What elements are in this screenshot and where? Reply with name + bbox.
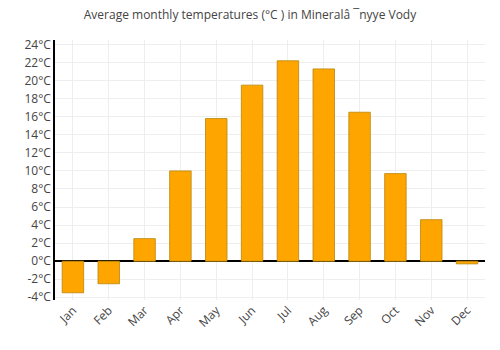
- svg-text:20°C: 20°C: [24, 72, 51, 89]
- svg-text:Nov: Nov: [411, 302, 439, 330]
- svg-text:Jul: Jul: [273, 302, 295, 324]
- svg-text:Apr: Apr: [161, 302, 187, 328]
- svg-text:10°C: 10°C: [24, 162, 51, 179]
- svg-text:-4°C: -4°C: [27, 288, 51, 305]
- svg-text:18°C: 18°C: [24, 90, 51, 107]
- svg-text:Jan: Jan: [55, 302, 80, 327]
- svg-text:16°C: 16°C: [24, 108, 51, 125]
- svg-text:2°C: 2°C: [31, 234, 51, 251]
- svg-text:Average monthly temperatures (: Average monthly temperatures (°C ) in Mi…: [84, 6, 417, 23]
- svg-text:22°C: 22°C: [24, 54, 51, 71]
- svg-text:Dec: Dec: [447, 302, 474, 329]
- svg-text:0°C: 0°C: [31, 252, 51, 269]
- svg-text:24°C: 24°C: [24, 36, 51, 53]
- svg-text:Mar: Mar: [124, 302, 152, 330]
- svg-text:May: May: [195, 301, 224, 330]
- svg-text:14°C: 14°C: [24, 126, 51, 143]
- svg-text:8°C: 8°C: [31, 180, 51, 197]
- svg-text:4°C: 4°C: [31, 216, 51, 233]
- svg-text:Oct: Oct: [377, 302, 403, 328]
- svg-text:6°C: 6°C: [31, 198, 51, 215]
- svg-text:12°C: 12°C: [24, 144, 51, 161]
- svg-text:Feb: Feb: [89, 302, 115, 328]
- svg-text:Sep: Sep: [340, 302, 367, 329]
- svg-text:-2°C: -2°C: [27, 270, 51, 287]
- svg-text:Jun: Jun: [234, 302, 259, 327]
- svg-text:Aug: Aug: [304, 302, 332, 330]
